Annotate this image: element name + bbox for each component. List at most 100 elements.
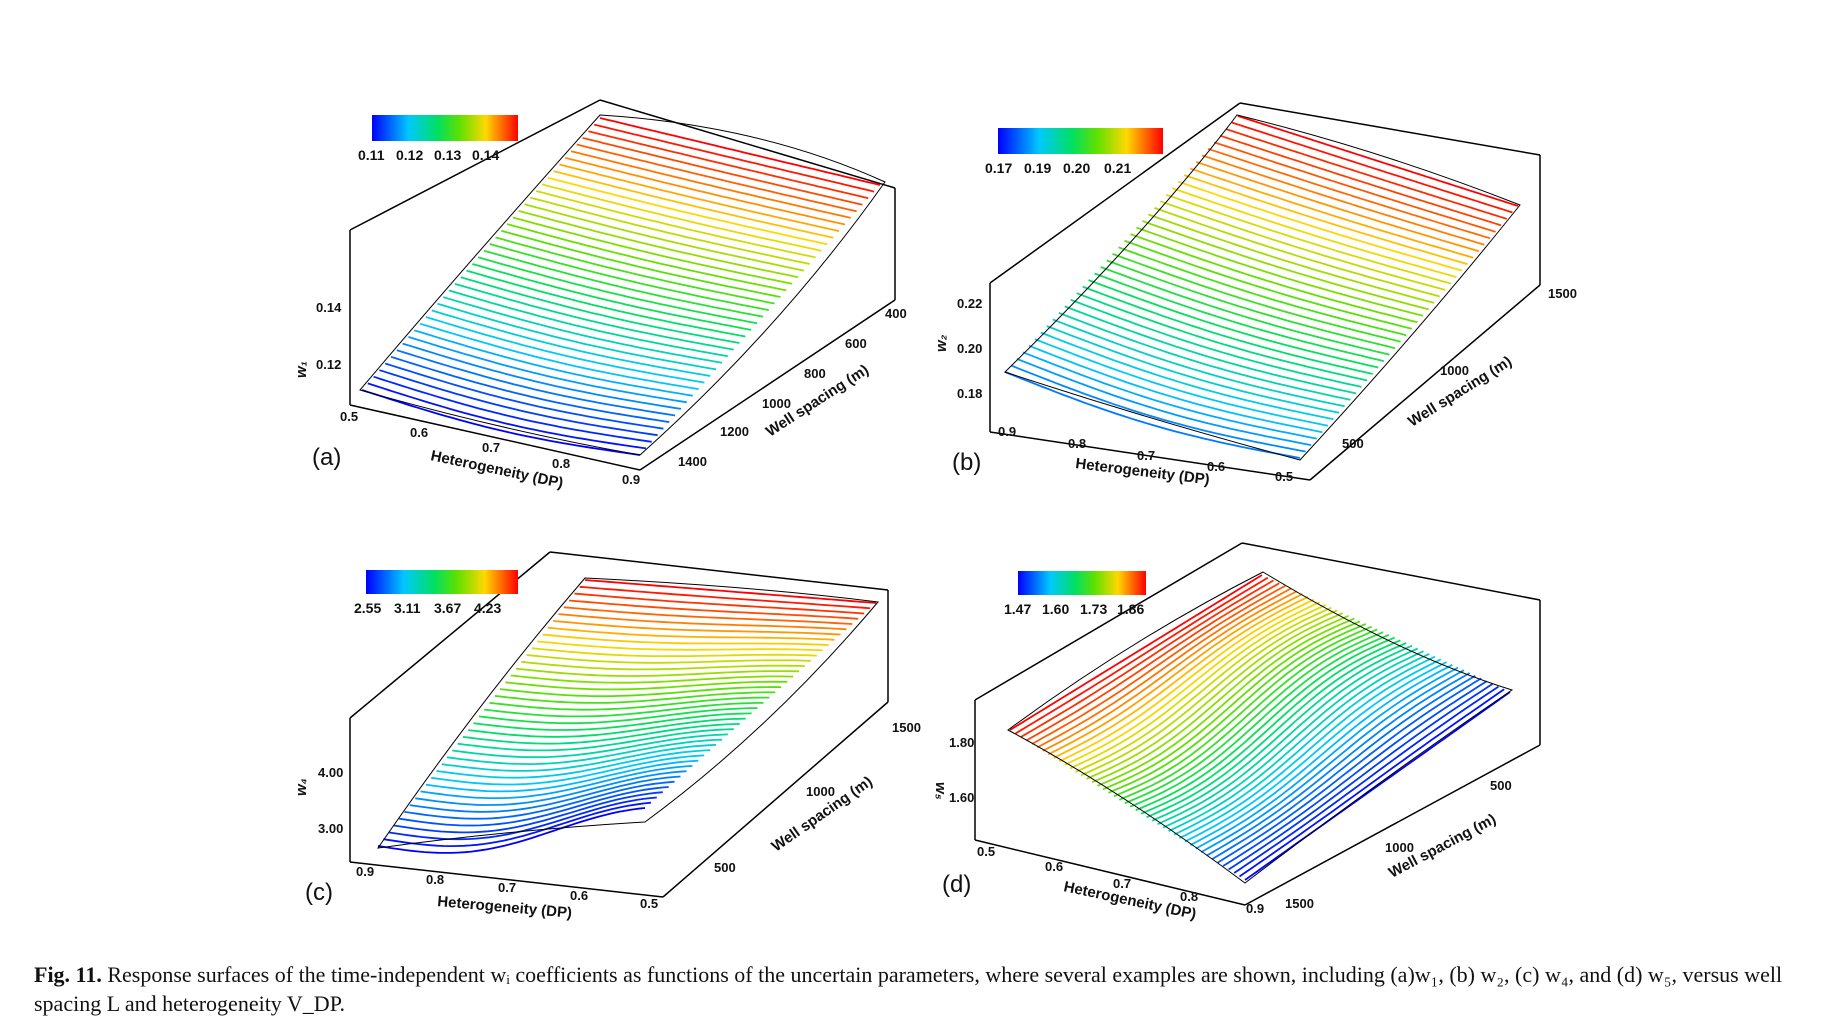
panel-a-contour-line	[460, 276, 740, 344]
panel-d-contour-line	[1244, 691, 1511, 881]
panel-b-contour-line	[1118, 246, 1407, 337]
panel-d-contour-line	[1102, 620, 1361, 791]
panel-b-z-label: w₂	[933, 334, 950, 352]
panel-a-z-label: w₁	[293, 361, 310, 378]
panel-c-contour-line	[574, 592, 865, 615]
panel-a-contour-line	[425, 316, 705, 384]
panel-d-contour-line	[1135, 636, 1396, 812]
panel-d-contour-line	[1233, 685, 1499, 874]
panel-c-contour-line	[558, 613, 847, 631]
panel-a-contour-line	[495, 236, 775, 305]
panel-a-contour-line	[524, 203, 805, 272]
panel-b-box	[989, 102, 1541, 481]
panel-b-x-tick-4: 0.5	[1275, 469, 1293, 484]
panel-a-contour-line	[564, 156, 846, 226]
panel-b-contour-line	[1064, 305, 1357, 395]
panel-c-contour-line	[584, 579, 877, 604]
panel-a-label: (a)	[312, 444, 341, 471]
panel-d-box	[974, 542, 1541, 906]
panel-c-contour-line	[404, 780, 675, 820]
panel-d-contour-line	[1228, 683, 1494, 871]
panel-c-x-tick-4: 0.5	[640, 896, 658, 911]
panel-a-contour-line	[448, 289, 728, 358]
panel-b-contour-line	[1058, 312, 1351, 401]
panel-b-contour-line	[1160, 200, 1446, 291]
panel-b-contour-line	[1028, 344, 1323, 434]
panel-c: 2.55 3.11 3.67 4.23 4.00 3.00 w₄ 0.9 0.8…	[293, 551, 921, 922]
panel-c-contour-line	[468, 717, 746, 738]
panel-d-contour-line	[1162, 650, 1424, 829]
panel-b-colorbar-tick-3: 0.20	[1063, 160, 1090, 176]
panel-b-contours	[1004, 115, 1519, 459]
panel-b-contour-line	[1046, 325, 1340, 414]
panel-b-colorbar-tick-1: 0.17	[985, 160, 1012, 176]
panel-b-contour-line	[1207, 147, 1491, 240]
panel-b-contour-line	[1231, 121, 1513, 214]
panel-d-contour-line	[1080, 609, 1338, 777]
panel-d-contour-line	[1206, 672, 1471, 857]
panel-a-surface-outline	[359, 114, 886, 456]
panel-b: 0.17 0.19 0.20 0.21 0.22 0.20 0.18 w₂ 0.…	[933, 102, 1577, 488]
panel-a: 0.11 0.12 0.13 0.14 0.14 0.12 w₁ 0.5 0.6…	[293, 99, 907, 492]
panel-b-contour-line	[1225, 128, 1508, 220]
panel-b-contour-line	[1183, 174, 1468, 266]
panel-a-colorbar-tick-4: 0.14	[472, 147, 499, 163]
panel-d-contour-line	[1036, 587, 1292, 749]
panel-d-contour-line	[1179, 658, 1442, 839]
panel-a-y-tick-5: 1400	[678, 454, 707, 469]
panel-b-colorbar-tick-2: 0.19	[1024, 160, 1051, 176]
panel-a-colorbar-tick-1: 0.11	[358, 147, 385, 163]
panel-c-contour-line	[415, 770, 687, 806]
panel-d-colorbar-tick-4: 1.86	[1117, 601, 1144, 617]
panel-a-contour-line	[547, 176, 828, 246]
panel-d: 1.47 1.60 1.73 1.86 1.80 1.60 w₅ 0.5 0.6…	[932, 542, 1541, 923]
panel-a-x-tick-3: 0.8	[552, 456, 570, 471]
panel-c-contour-line	[393, 791, 663, 834]
panel-c-colorbar-tick-1: 2.55	[354, 600, 381, 616]
panel-d-x-tick-4: 0.9	[1246, 901, 1264, 916]
panel-a-contour-line	[431, 309, 711, 377]
panel-b-contour-line	[1052, 318, 1345, 408]
panel-b-contour-line	[1178, 180, 1463, 272]
panel-d-contour-line	[1064, 601, 1321, 766]
panel-d-z-tick-1: 1.80	[949, 735, 974, 750]
panel-c-contour-line	[526, 654, 811, 664]
panel-c-x-tick-2: 0.7	[498, 880, 516, 895]
panel-b-x-tick-2: 0.7	[1137, 448, 1155, 463]
panel-a-z-tick-0: 0.12	[316, 357, 341, 372]
panel-d-x-tick-2: 0.7	[1113, 876, 1131, 891]
panel-c-box	[349, 551, 889, 898]
panel-b-contour-line	[1142, 220, 1429, 311]
panel-a-contour-line	[408, 336, 687, 404]
panel-c-contour-line	[420, 765, 693, 800]
panel-c-contour-line	[499, 686, 782, 698]
panel-d-contour-line	[1189, 664, 1453, 846]
panel-a-contours	[361, 117, 881, 456]
panel-d-contour-line	[1129, 634, 1390, 808]
panel-b-contour-line	[1219, 134, 1502, 227]
panel-c-x-tick-1: 0.8	[426, 872, 444, 887]
panel-d-contour-line	[1086, 612, 1344, 780]
panel-b-contour-line	[1034, 338, 1329, 427]
panel-c-z-tick-1: 4.00	[318, 765, 343, 780]
panel-c-contour-line	[478, 707, 758, 725]
panel-c-contours	[377, 579, 877, 854]
panel-b-contour-line	[1088, 279, 1379, 369]
panel-c-z-tick-0: 3.00	[318, 821, 343, 836]
panel-d-y-tick-1: 1000	[1385, 840, 1414, 855]
panel-d-contour-line	[1211, 674, 1476, 860]
panel-c-contour-line	[457, 728, 734, 752]
panel-c-contour-line	[494, 691, 776, 704]
panel-d-contour-line	[1146, 642, 1407, 819]
panel-c-contour-line	[484, 702, 764, 718]
panel-a-contour-line	[530, 196, 810, 265]
panel-b-contour-line	[1172, 187, 1457, 278]
panel-c-contour-line	[399, 786, 669, 827]
panel-b-y-tick-1: 1000	[1440, 363, 1469, 378]
panel-d-contour-line	[1184, 661, 1448, 843]
panel-a-contour-line	[472, 263, 752, 331]
panel-b-contour-line	[1040, 331, 1334, 421]
panel-a-y-tick-4: 1200	[720, 424, 749, 439]
panel-d-surface-outline	[1007, 571, 1514, 884]
panel-c-contour-line	[425, 759, 699, 793]
